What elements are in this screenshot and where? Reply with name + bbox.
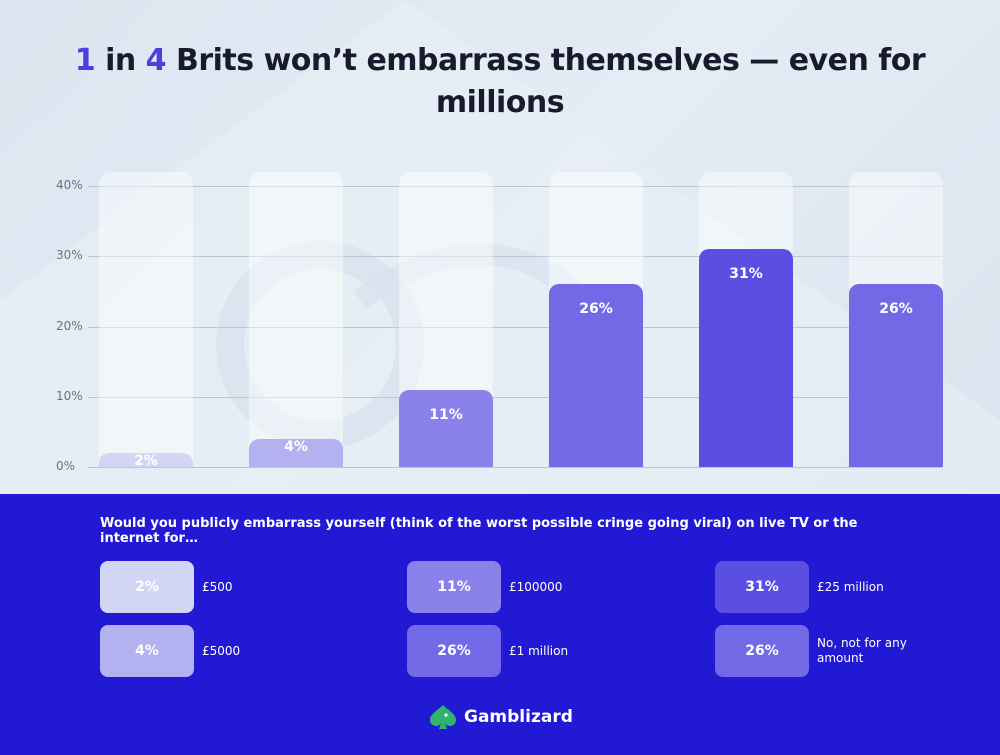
legend-item: 11% £100000: [407, 561, 667, 613]
survey-question: Would you publicly embarrass yourself (t…: [100, 516, 858, 546]
legend-item: 31% £25 million: [715, 561, 975, 613]
chart-panel: 1 in 4 Brits won’t embarrass themselves …: [0, 0, 1000, 494]
bar-track: [99, 172, 193, 467]
y-tick-label: 20%: [56, 318, 83, 333]
legend-item: 26% £1 million: [407, 625, 667, 677]
grid-line: [88, 396, 942, 398]
title-highlight-1: 1: [74, 43, 96, 78]
grid-line: [88, 256, 942, 258]
brand-name: Gamblizard: [464, 707, 573, 727]
chart-title: 1 in 4 Brits won’t embarrass themselves …: [0, 40, 1000, 124]
bar: [249, 438, 343, 467]
title-line-2: millions: [435, 85, 565, 120]
bar-value-label: 31%: [729, 266, 763, 283]
legend-swatch: 26%: [407, 625, 501, 677]
brand-logo: Gamblizard: [428, 702, 573, 732]
bar: [549, 284, 643, 467]
title-text-b: Brits won’t embarrass themselves — even …: [166, 43, 926, 78]
legend-label: £25 million: [817, 579, 884, 594]
bar: [99, 452, 193, 467]
grid-line: [88, 186, 942, 187]
legend-swatch: 2%: [100, 561, 194, 613]
legend-swatch: 4%: [100, 625, 194, 677]
legend-label: £1 million: [509, 643, 569, 658]
legend-item: 4% £5000: [100, 625, 360, 677]
legend-label: No, not for any amount: [817, 636, 907, 665]
legend-label: £500: [202, 579, 233, 594]
grid-line: [88, 326, 942, 328]
y-tick-label: 40%: [56, 178, 83, 192]
bar: [399, 389, 493, 467]
legend-swatch: 26%: [715, 625, 809, 677]
bar-chart: 0% 10% 20% 30% 40% 2% 4% 11% 26% 31% 26%: [56, 172, 943, 473]
legend-item: 26% No, not for any amount: [715, 625, 975, 677]
legend-item: 2% £500: [100, 561, 360, 613]
bar-value-label: 26%: [579, 301, 613, 318]
legend-label: £5000: [202, 643, 241, 658]
y-tick-label: 0%: [56, 459, 76, 473]
bar-value-label: 26%: [879, 301, 913, 318]
bar-value-label: 4%: [284, 438, 308, 455]
lizard-spade-icon: [430, 705, 456, 729]
bar: [849, 284, 943, 467]
title-text-a: in: [95, 43, 146, 78]
legend-panel: Would you publicly embarrass yourself (t…: [0, 494, 1000, 755]
bar-track: [249, 172, 343, 467]
bar: [699, 249, 793, 467]
legend-label: £100000: [509, 579, 563, 594]
title-highlight-2: 4: [145, 43, 167, 78]
grid-line: [88, 467, 942, 468]
y-tick-label: 30%: [56, 248, 83, 263]
bar-value-label: 2%: [134, 452, 158, 469]
y-tick-label: 10%: [56, 388, 83, 403]
bar-value-label: 11%: [429, 406, 463, 423]
legend-swatch: 11%: [407, 561, 501, 613]
legend-swatch: 31%: [715, 561, 809, 613]
